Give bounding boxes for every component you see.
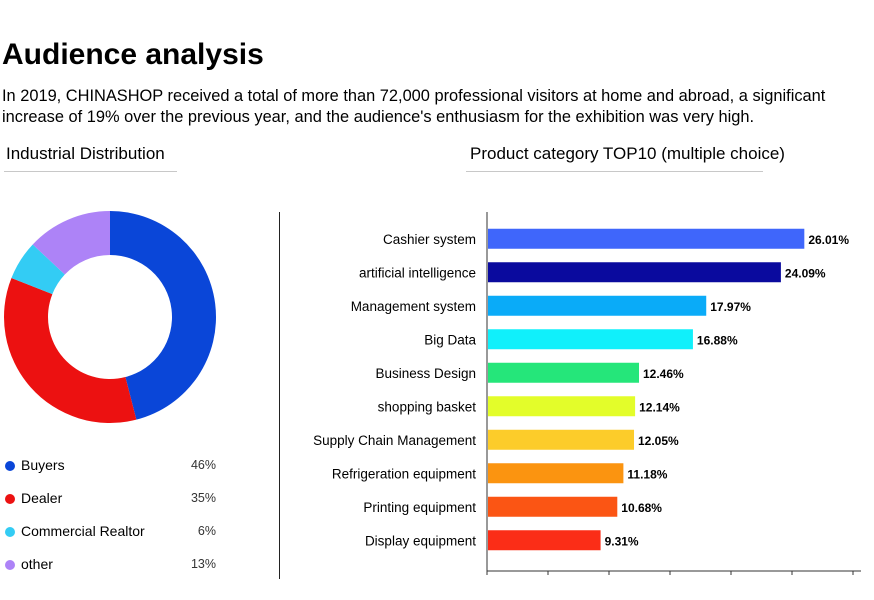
category-label-business-design: Business Design [375,366,476,381]
value-label-cashier-system: 26.01% [808,233,849,247]
bar-shopping-basket [488,396,636,417]
legend-item-dealer: Dealer 35% [0,490,230,510]
page-title: Audience analysis [2,38,264,71]
legend-marker-buyers [5,461,15,471]
category-label-management-system: Management system [351,299,476,314]
legend-label-dealer: Dealer [21,490,63,506]
legend-value-dealer: 35% [190,491,216,505]
product-category-underline [466,171,763,172]
section-divider [279,212,280,579]
industrial-distribution-underline [4,171,177,172]
legend-marker-commercial-realtor [5,527,15,537]
category-label-big-data: Big Data [424,332,476,347]
page-description: In 2019, CHINASHOP received a total of m… [2,87,826,126]
category-label-artificial-intelligence: artificial intelligence [359,265,476,280]
value-label-display-equipment: 9.31% [605,534,639,548]
value-label-supply-chain-management: 12.05% [638,434,679,448]
legend-item-commercial-realtor: Commercial Realtor 6% [0,523,230,543]
legend-item-other: other 13% [0,556,230,576]
bar-cashier-system [488,228,805,249]
donut-slice-buyers [110,211,216,420]
bar-refrigeration-equipment [488,463,624,484]
legend-item-buyers: Buyers 46% [0,457,230,477]
bar-artificial-intelligence [488,262,781,283]
donut-slice-other [32,211,110,275]
value-label-artificial-intelligence: 24.09% [785,266,826,280]
category-label-cashier-system: Cashier system [383,232,476,247]
value-label-big-data: 16.88% [697,333,738,347]
legend-marker-dealer [5,494,15,504]
bar-management-system [488,295,707,316]
legend-label-buyers: Buyers [21,457,65,473]
value-label-printing-equipment: 10.68% [621,501,662,515]
category-label-display-equipment: Display equipment [365,533,476,548]
value-label-management-system: 17.97% [710,300,751,314]
bar-printing-equipment [488,496,618,517]
category-label-printing-equipment: Printing equipment [363,500,476,515]
bar-display-equipment [488,530,601,551]
legend-value-buyers: 46% [190,458,216,472]
bar-supply-chain-management [488,429,635,450]
value-label-business-design: 12.46% [643,367,684,381]
value-label-shopping-basket: 12.14% [639,400,680,414]
industrial-distribution-title: Industrial Distribution [6,144,165,163]
category-label-supply-chain-management: Supply Chain Management [313,433,476,448]
donut-slice-dealer [4,277,137,423]
bar-chart: Cashier system 26.01% artificial intellige… [313,212,861,575]
legend-label-other: other [21,556,53,572]
legend-label-commercial-realtor: Commercial Realtor [21,523,145,539]
value-label-refrigeration-equipment: 11.18% [627,467,667,481]
legend-value-other: 13% [190,557,216,571]
product-category-title: Product category TOP10 (multiple choice) [470,144,785,163]
donut-slice-commercial-realtor [11,244,65,295]
category-label-refrigeration-equipment: Refrigeration equipment [332,466,476,481]
bar-big-data [488,329,693,350]
donut-chart [4,211,216,423]
legend-marker-other [5,560,15,570]
legend-value-commercial-realtor: 6% [197,524,216,538]
bar-business-design [488,362,640,383]
category-label-shopping-basket: shopping basket [378,399,477,414]
